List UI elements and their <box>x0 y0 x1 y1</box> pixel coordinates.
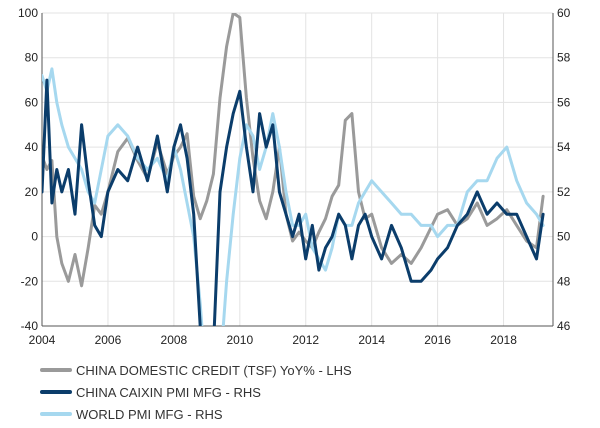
left-tick-label: 60 <box>25 95 39 109</box>
left-tick-label: -20 <box>21 274 39 288</box>
right-tick-label: 46 <box>557 319 571 333</box>
x-tick-label: 2016 <box>424 333 451 347</box>
series-lines <box>42 13 545 326</box>
legend-label-1: CHINA CAIXIN PMI MFG - RHS <box>76 385 261 400</box>
x-tick-label: 2006 <box>95 333 122 347</box>
right-tick-label: 54 <box>557 140 571 154</box>
x-tick-label: 2018 <box>490 333 517 347</box>
left-tick-label: -40 <box>21 319 39 333</box>
x-tick-label: 2012 <box>292 333 319 347</box>
x-tick-label: 2014 <box>358 333 385 347</box>
x-tick-label: 2010 <box>226 333 253 347</box>
left-tick-label: 80 <box>25 51 39 65</box>
right-tick-label: 50 <box>557 230 571 244</box>
x-tick-label: 2004 <box>29 333 56 347</box>
left-tick-label: 100 <box>18 6 38 20</box>
left-tick-label: 40 <box>25 140 39 154</box>
x-tick-label: 2008 <box>161 333 188 347</box>
right-tick-label: 48 <box>557 274 571 288</box>
right-tick-label: 56 <box>557 95 571 109</box>
right-tick-label: 58 <box>557 51 571 65</box>
right-tick-label: 52 <box>557 185 571 199</box>
series-line-1 <box>42 78 545 326</box>
legend-label-2: WORLD PMI MFG - RHS <box>76 407 223 422</box>
legend: CHINA DOMESTIC CREDIT (TSF) YoY% - LHS CH… <box>40 363 352 422</box>
right-tick-label: 60 <box>557 6 571 20</box>
series-line-2 <box>42 67 545 326</box>
left-tick-label: 0 <box>31 230 38 244</box>
tick-labels: 100 80 60 40 20 0 -20 -40 60 58 56 54 52 50 48 46 2004 20… <box>18 6 571 347</box>
left-tick-label: 20 <box>25 185 39 199</box>
legend-label-0: CHINA DOMESTIC CREDIT (TSF) YoY% - LHS <box>76 363 352 378</box>
series-line-0 <box>42 13 545 288</box>
